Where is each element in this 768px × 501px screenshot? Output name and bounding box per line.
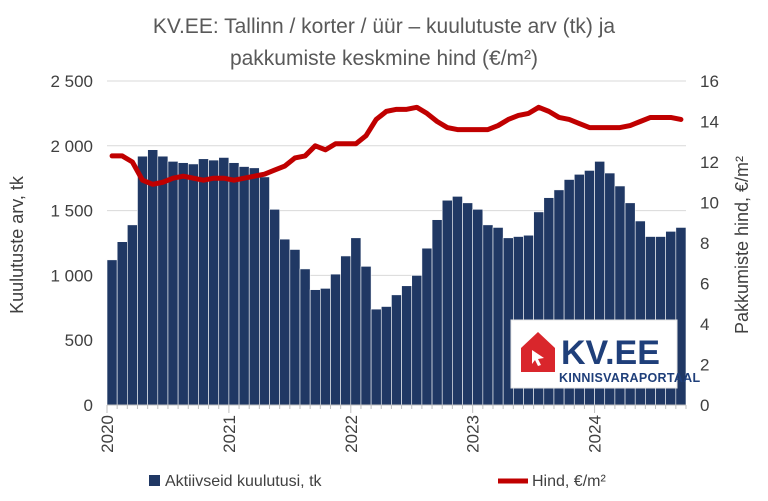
bar [248, 167, 260, 406]
legend: Aktiivseid kuulutusi, tk Hind, €/m² [149, 473, 606, 490]
logo-subtitle: KINNISVARAPORTAAL [559, 371, 701, 385]
left-tick-label: 500 [65, 331, 93, 350]
bar [309, 289, 321, 406]
bar [157, 155, 169, 406]
bar [462, 202, 473, 406]
bar [330, 273, 341, 406]
bar [269, 209, 280, 406]
bar [137, 155, 148, 406]
bar [198, 158, 209, 406]
bar [208, 159, 220, 406]
logo: KV.EE KINNISVARAPORTAAL [510, 319, 701, 389]
left-axis-ticks: 0 500 1 000 1 500 2 000 2 500 [50, 72, 93, 415]
right-tick-label: 12 [700, 153, 719, 172]
bar [279, 238, 291, 406]
left-tick-label: 1 000 [50, 266, 93, 285]
bar [472, 209, 484, 406]
bar [320, 288, 331, 406]
bar [360, 266, 372, 406]
left-tick-label: 1 500 [50, 202, 93, 221]
chart-title-line2: pakkumiste keskmine hind (€/m²) [230, 47, 538, 70]
legend-label-bars: Aktiivseid kuulutusi, tk [165, 473, 323, 490]
bar [482, 224, 494, 406]
bar [421, 247, 433, 406]
bar [127, 224, 138, 406]
left-tick-label: 0 [84, 396, 93, 415]
x-tick-label: 2022 [342, 415, 361, 453]
x-tick-label: 2023 [464, 415, 483, 453]
bar [116, 241, 128, 406]
bar [167, 161, 179, 406]
bar [187, 163, 199, 406]
house-icon [521, 332, 555, 372]
right-tick-label: 8 [700, 234, 709, 253]
x-axis-ticks: 2020 2021 2022 2023 2024 [98, 405, 687, 453]
right-tick-label: 4 [700, 315, 709, 334]
x-tick-label: 2021 [220, 415, 239, 453]
x-tick-label: 2020 [98, 415, 117, 453]
price-line [109, 104, 684, 187]
right-tick-label: 6 [700, 275, 709, 294]
bar [370, 308, 382, 406]
bar [391, 294, 402, 406]
left-tick-label: 2 000 [50, 137, 93, 156]
bar [340, 255, 352, 406]
bar [289, 249, 301, 406]
bar [147, 149, 159, 406]
bar [238, 166, 250, 406]
bar [299, 268, 311, 406]
line-series [109, 104, 684, 187]
bar [259, 176, 270, 406]
right-tick-label: 0 [700, 396, 709, 415]
bar [441, 199, 453, 406]
legend-label-line: Hind, €/m² [532, 473, 606, 490]
right-axis-title: Pakkumiste hind, €/m² [732, 156, 752, 334]
right-tick-label: 2 [700, 356, 709, 375]
bar [177, 162, 189, 406]
right-axis-ticks: 0 2 4 6 8 10 12 14 16 [700, 72, 719, 415]
bar [380, 306, 392, 406]
bar [228, 162, 240, 406]
x-tick-label: 2024 [586, 415, 605, 453]
bar [218, 157, 230, 406]
right-tick-label: 14 [700, 113, 719, 132]
left-axis-title: Kuulutuste arv, tk [7, 175, 27, 314]
legend-swatch-bars [149, 475, 160, 486]
logo-name: KV.EE [561, 334, 660, 372]
bar [431, 219, 443, 406]
bar [401, 285, 413, 406]
left-tick-label: 2 500 [50, 72, 93, 91]
bar [411, 275, 423, 406]
right-tick-label: 10 [700, 194, 719, 213]
bar [452, 196, 463, 406]
right-tick-label: 16 [700, 72, 719, 91]
bar [106, 259, 118, 406]
bar [350, 237, 362, 406]
chart-title-line1: KV.EE: Tallinn / korter / üür – kuulutus… [153, 15, 616, 38]
bar [492, 227, 504, 406]
